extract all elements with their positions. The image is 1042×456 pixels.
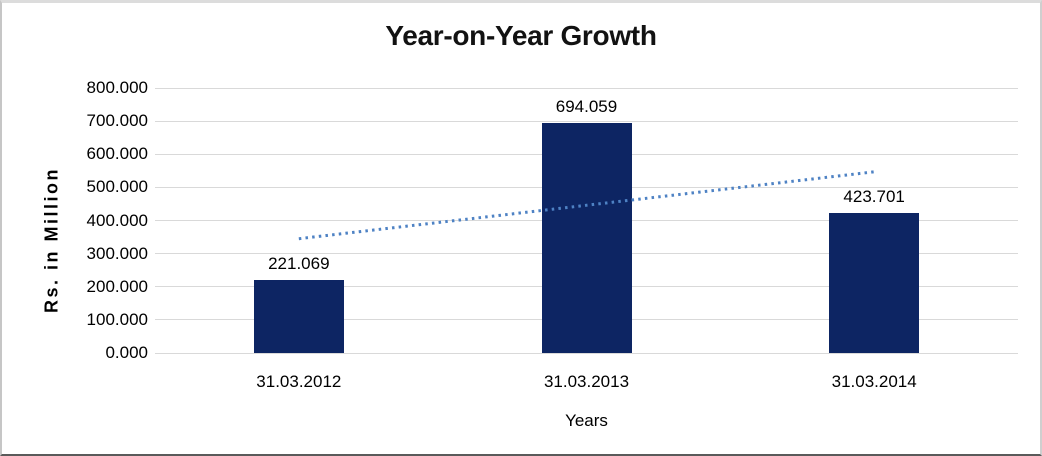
- plot-area: 221.069 694.059 423.701: [155, 87, 1018, 354]
- gridline: [155, 120, 1018, 122]
- bar-value-label: 423.701: [843, 186, 905, 206]
- bar-value-label: 694.059: [555, 97, 618, 117]
- y-tick-label: 100.000: [86, 309, 148, 329]
- y-tick-label: 500.000: [86, 177, 148, 197]
- y-tick-label: 600.000: [86, 144, 148, 164]
- gridline: [155, 87, 1018, 89]
- x-axis-title: Years: [565, 411, 608, 430]
- chart-title: Year-on-Year Growth: [385, 20, 657, 51]
- x-category-label: 31.03.2013: [543, 372, 630, 391]
- y-tick-label: 300.000: [86, 243, 148, 263]
- bar: [829, 212, 920, 353]
- x-category-label: 31.03.2012: [256, 372, 342, 391]
- bar: [253, 279, 344, 353]
- y-tick-label: 400.000: [86, 210, 148, 230]
- y-tick-label: 700.000: [86, 111, 148, 131]
- bar: [541, 123, 632, 353]
- y-tick-label: 800.000: [86, 78, 148, 97]
- gridline: [155, 352, 1018, 354]
- trendline: [298, 170, 875, 241]
- x-category-label: 31.03.2014: [831, 372, 917, 391]
- y-tick-label: 0.000: [105, 343, 148, 362]
- y-tick-label: 200.000: [86, 276, 148, 296]
- bar-value-label: 221.069: [268, 253, 330, 273]
